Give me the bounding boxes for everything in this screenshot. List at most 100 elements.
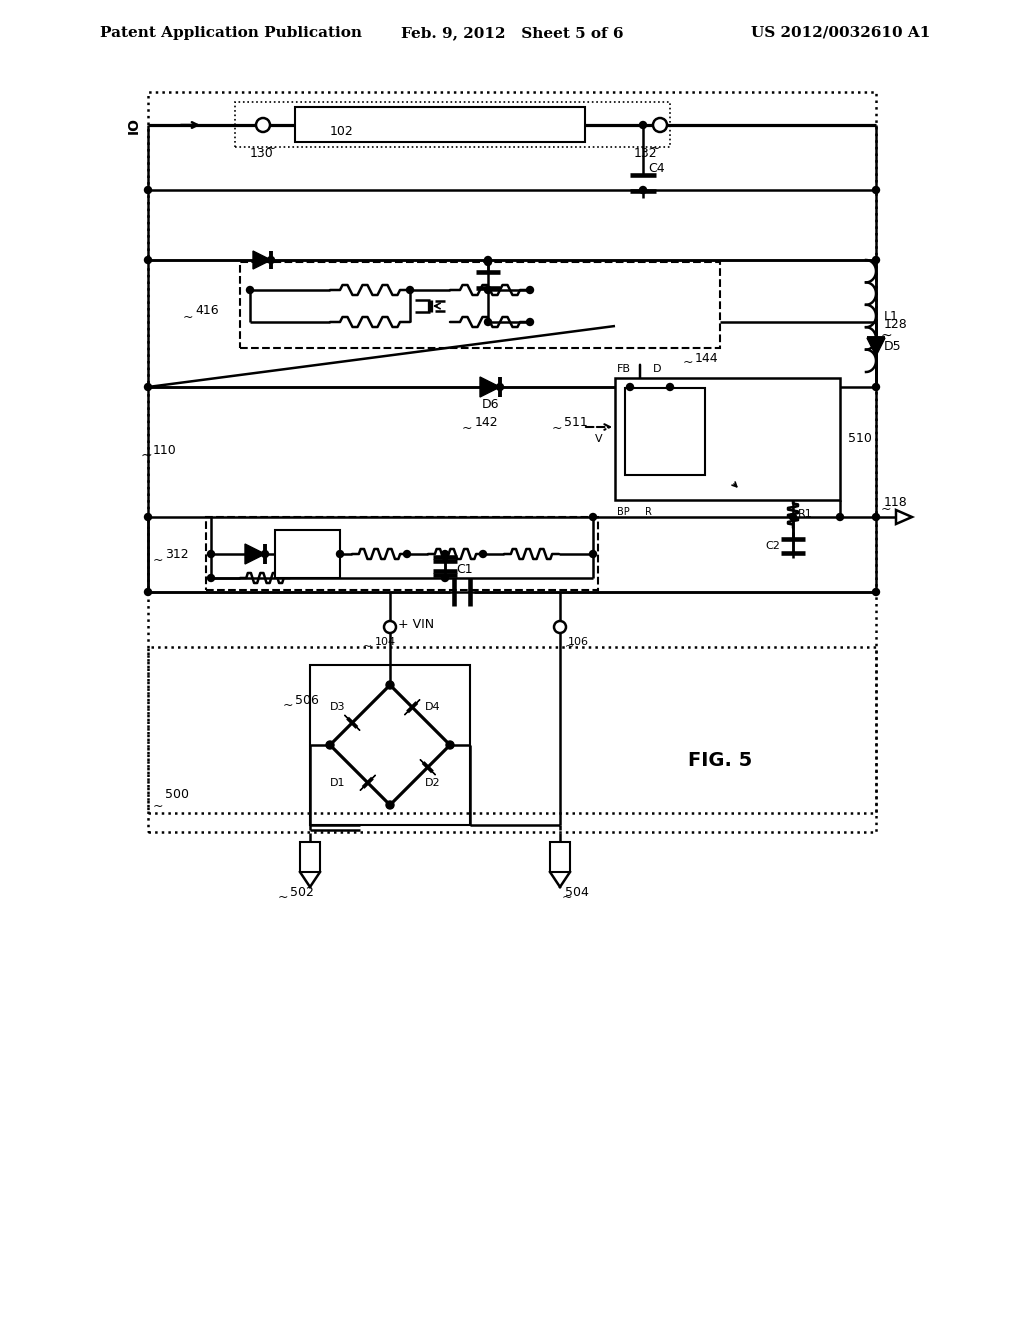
Bar: [206, 517, 598, 590]
Circle shape: [144, 384, 152, 391]
Circle shape: [247, 286, 254, 293]
Circle shape: [640, 186, 646, 194]
Circle shape: [386, 801, 394, 809]
Text: R: R: [645, 507, 652, 517]
Circle shape: [256, 117, 270, 132]
Circle shape: [837, 513, 844, 520]
Polygon shape: [480, 378, 500, 397]
Text: 104: 104: [375, 638, 396, 647]
Polygon shape: [344, 715, 360, 730]
Text: 506: 506: [295, 693, 318, 706]
Text: 128: 128: [884, 318, 907, 330]
Circle shape: [790, 513, 797, 520]
Bar: [615, 378, 840, 500]
Circle shape: [441, 574, 449, 582]
Circle shape: [872, 513, 880, 520]
Circle shape: [526, 318, 534, 326]
Text: V: V: [595, 434, 603, 444]
Circle shape: [144, 256, 152, 264]
Circle shape: [208, 574, 214, 582]
Text: ~: ~: [278, 891, 289, 903]
Text: FB: FB: [617, 364, 631, 374]
Text: C4: C4: [648, 162, 665, 176]
Text: 110: 110: [153, 444, 177, 457]
Text: 500: 500: [165, 788, 189, 801]
Polygon shape: [867, 338, 885, 356]
Circle shape: [441, 550, 449, 557]
Bar: [310, 665, 470, 825]
Text: S: S: [790, 507, 796, 517]
Text: 416: 416: [195, 304, 219, 317]
Text: ~: ~: [266, 141, 276, 154]
Circle shape: [653, 117, 667, 132]
Text: ~: ~: [153, 800, 164, 813]
Bar: [148, 92, 876, 832]
Polygon shape: [360, 775, 376, 791]
Text: BP: BP: [617, 507, 630, 517]
Circle shape: [484, 286, 492, 293]
Circle shape: [267, 256, 274, 264]
Circle shape: [261, 550, 268, 557]
Text: R1: R1: [798, 510, 813, 519]
Text: 504: 504: [565, 886, 589, 899]
Circle shape: [407, 286, 414, 293]
Text: 312: 312: [165, 549, 188, 561]
Bar: [234, 102, 670, 147]
Text: L1: L1: [884, 309, 899, 322]
Circle shape: [872, 256, 880, 264]
Text: 511: 511: [564, 417, 588, 429]
Text: 508: 508: [652, 425, 678, 440]
Circle shape: [326, 741, 334, 748]
Circle shape: [403, 550, 411, 557]
Text: ~: ~: [140, 449, 152, 463]
Text: ~: ~: [462, 421, 472, 434]
Circle shape: [384, 620, 396, 634]
Text: 510: 510: [848, 433, 871, 446]
Circle shape: [484, 256, 492, 264]
Text: 132: 132: [634, 147, 657, 160]
Text: ~: ~: [881, 503, 892, 516]
Circle shape: [484, 318, 492, 326]
Text: D3: D3: [330, 702, 345, 711]
Circle shape: [446, 741, 454, 748]
Circle shape: [872, 186, 880, 194]
Text: ~: ~: [552, 421, 562, 434]
Circle shape: [208, 550, 214, 557]
Text: ~: ~: [283, 698, 294, 711]
Text: ~: ~: [362, 642, 373, 652]
Circle shape: [590, 550, 597, 557]
Text: + VIN: + VIN: [398, 618, 434, 631]
Circle shape: [554, 620, 566, 634]
Text: D6: D6: [482, 399, 500, 412]
Circle shape: [337, 550, 343, 557]
Text: ~: ~: [881, 329, 893, 343]
Circle shape: [667, 384, 674, 391]
Text: D1: D1: [330, 777, 345, 788]
Circle shape: [144, 589, 152, 595]
Polygon shape: [404, 700, 420, 715]
Text: D5: D5: [884, 341, 901, 354]
Text: D4: D4: [425, 702, 440, 711]
Polygon shape: [420, 759, 435, 775]
Text: C1: C1: [456, 564, 473, 576]
Text: D2: D2: [425, 777, 440, 788]
Text: ~: ~: [650, 141, 660, 154]
Text: Feb. 9, 2012   Sheet 5 of 6: Feb. 9, 2012 Sheet 5 of 6: [400, 26, 624, 40]
Text: D: D: [653, 364, 662, 374]
Circle shape: [484, 259, 492, 265]
Polygon shape: [253, 251, 271, 269]
Text: ~: ~: [683, 355, 693, 368]
Circle shape: [144, 186, 152, 194]
Circle shape: [497, 384, 504, 391]
Bar: [550, 842, 570, 873]
Text: ~: ~: [562, 891, 572, 903]
Circle shape: [640, 121, 646, 128]
Text: 118: 118: [884, 495, 907, 508]
Circle shape: [479, 550, 486, 557]
Text: FIG. 5: FIG. 5: [688, 751, 752, 770]
Circle shape: [627, 384, 634, 391]
Text: 142: 142: [475, 417, 499, 429]
Text: US 2012/0032610 A1: US 2012/0032610 A1: [751, 26, 930, 40]
Bar: [300, 842, 319, 873]
Text: Patent Application Publication: Patent Application Publication: [100, 26, 362, 40]
